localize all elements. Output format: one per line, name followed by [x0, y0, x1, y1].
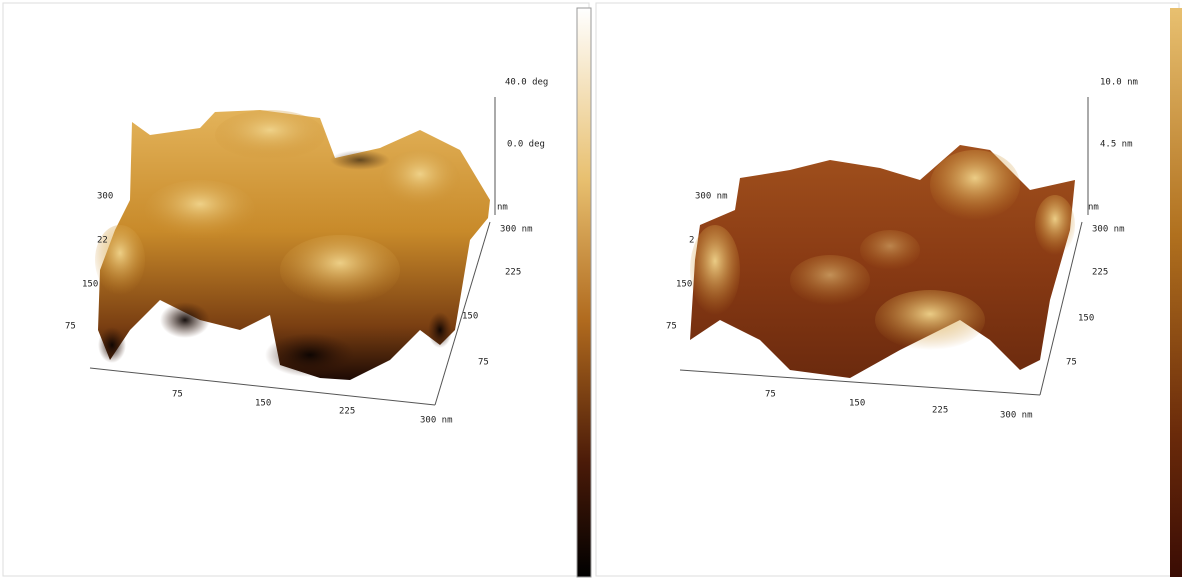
surface-right	[690, 145, 1075, 378]
y-tick-label: 75	[65, 322, 76, 332]
y-tick-label: 150	[462, 312, 478, 322]
y-tick-label: 150	[82, 280, 98, 290]
x-tick-label: 300 nm	[420, 416, 453, 426]
axis-line	[89, 367, 436, 406]
axis-line	[434, 221, 491, 406]
axis-line	[1039, 221, 1083, 396]
y-tick-label: 2	[689, 236, 694, 246]
z-scale-label: nm	[497, 203, 508, 213]
y-tick-label: 150	[676, 280, 692, 290]
axis-line	[679, 369, 1041, 396]
x-tick-label: 75	[172, 390, 183, 400]
surface-left	[95, 110, 490, 380]
y-tick-label: 300 nm	[695, 192, 728, 202]
z-scale-label: nm	[1088, 203, 1099, 213]
y-tick-label: 300 nm	[500, 225, 533, 235]
z-scale-label: 40.0 deg	[505, 78, 548, 88]
y-tick-label: 225	[1092, 268, 1108, 278]
y-tick-label: 75	[666, 322, 677, 332]
color-bar	[1170, 8, 1182, 577]
x-tick-label: 225	[339, 407, 355, 417]
z-scale-label: 10.0 nm	[1100, 78, 1138, 88]
x-tick-label: 150	[255, 399, 271, 409]
color-bar	[576, 7, 592, 578]
z-scale-label: 0.0 deg	[507, 140, 545, 150]
x-tick-label: 75	[765, 390, 776, 400]
x-tick-label: 225	[932, 406, 948, 416]
y-tick-label: 300 nm	[1092, 225, 1125, 235]
y-tick-label: 22	[97, 236, 108, 246]
z-scale-label: 4.5 nm	[1100, 140, 1133, 150]
y-tick-label: 300	[97, 192, 113, 202]
y-tick-label: 225	[505, 268, 521, 278]
x-tick-label: 300 nm	[1000, 411, 1033, 421]
y-tick-label: 75	[1066, 358, 1077, 368]
y-tick-label: 75	[478, 358, 489, 368]
x-tick-label: 150	[849, 399, 865, 409]
y-tick-label: 150	[1078, 314, 1094, 324]
